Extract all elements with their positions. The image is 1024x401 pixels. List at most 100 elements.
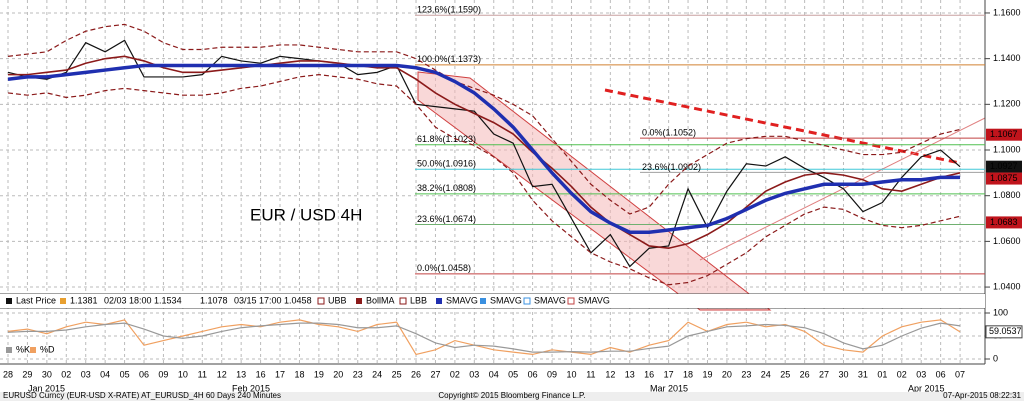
legend-bar — [0, 294, 985, 308]
fib-label: 38.2%(1.0808) — [417, 183, 476, 193]
x-tick-label: 20 — [722, 369, 732, 379]
x-tick-label: 17 — [275, 369, 285, 379]
x-tick-label: 10 — [178, 369, 188, 379]
legend-label: LBB — [410, 295, 427, 305]
x-tick-label: 16 — [644, 369, 654, 379]
x-tick-label: 04 — [489, 369, 499, 379]
x-tick-label: 19 — [314, 369, 324, 379]
trend-line — [699, 117, 986, 261]
x-tick-label: 12 — [605, 369, 615, 379]
x-tick-label: 23 — [741, 369, 751, 379]
legend-label: SMAVG — [446, 295, 478, 305]
y-tick-label: 1.1400 — [993, 53, 1021, 63]
legend-swatch — [317, 297, 325, 305]
legend-swatch — [523, 297, 531, 305]
y-tick-label: 1.1000 — [993, 144, 1021, 154]
fib-label: 23.6%(1.0674) — [417, 214, 476, 224]
x-tick-label: 05 — [120, 369, 130, 379]
legend-swatch — [399, 297, 407, 305]
x-tick-label: 13 — [625, 369, 635, 379]
y-tick-label: 1.0600 — [993, 236, 1021, 246]
x-tick-label: 29 — [22, 369, 32, 379]
channel — [417, 71, 772, 311]
x-tick-label: 25 — [392, 369, 402, 379]
x-tick-label: 30 — [42, 369, 52, 379]
month-label: Mar 2015 — [650, 383, 688, 393]
series-line — [7, 39, 961, 268]
fib-label: 23.6%(1.0902) — [642, 162, 701, 172]
series-line — [8, 55, 961, 250]
y-tick-label: 1.0400 — [993, 281, 1021, 291]
month-label: Feb 2015 — [232, 383, 270, 393]
legend-label: BollMA — [366, 295, 395, 305]
x-tick-label: 28 — [3, 369, 13, 379]
x-tick-label: 16 — [256, 369, 266, 379]
price-tag — [986, 172, 1022, 185]
legend-value: 1.1381 — [70, 295, 98, 305]
x-tick-label: 26 — [411, 369, 421, 379]
legend: Last Price 1.1381 02/03 18:00 1.1534 1.1… — [0, 294, 985, 354]
price-tag-label: 1.0683 — [990, 217, 1018, 227]
x-tick-label: 18 — [294, 369, 304, 379]
x-tick-label: 20 — [333, 369, 343, 379]
series-line — [7, 319, 961, 356]
legend-swatch — [6, 298, 12, 304]
fib-label: 0.0%(1.0458) — [417, 263, 471, 273]
legend-swatch — [356, 298, 362, 304]
x-tick-label: 06 — [528, 369, 538, 379]
legend-value: 1.1078 — [200, 295, 228, 305]
x-tick-label: 27 — [819, 369, 829, 379]
price-tag — [986, 160, 1022, 173]
fib-label: 123.6%(1.1590) — [417, 5, 481, 15]
x-tick-label: 06 — [139, 369, 149, 379]
series-line — [7, 74, 961, 286]
month-label: Apr 2015 — [908, 383, 945, 393]
price-tag — [986, 128, 1022, 141]
legend-label: UBB — [328, 295, 347, 305]
legend-swatch — [567, 297, 575, 305]
series-line — [7, 63, 961, 234]
legend-value: 02/03 18:00 1.1534 — [104, 295, 182, 305]
legend-swatch — [436, 298, 442, 304]
value-tag — [985, 325, 1023, 339]
y-tick-label: 1.0800 — [993, 190, 1021, 200]
x-tick-label: 04 — [100, 369, 110, 379]
legend-label: SMAVG — [490, 295, 522, 305]
x-tick-label: 05 — [508, 369, 518, 379]
footer-left: EURUSD Curncy (EUR-USD X-RATE) AT_EURUSD… — [3, 391, 281, 400]
y-tick-label: 0 — [993, 353, 998, 363]
x-tick-label: 06 — [936, 369, 946, 379]
x-tick-label: 02 — [61, 369, 71, 379]
legend-label: %D — [40, 344, 55, 354]
x-tick-label: 02 — [897, 369, 907, 379]
x-tick-label: 07 — [955, 369, 965, 379]
x-tick-label: 09 — [158, 369, 168, 379]
x-tick-label: 19 — [702, 369, 712, 379]
x-tick-label: 02 — [450, 369, 460, 379]
x-tick-label: 26 — [800, 369, 810, 379]
x-tick-label: 23 — [353, 369, 363, 379]
fib-label: 100.0%(1.1373) — [417, 54, 481, 64]
footer-center: Copyright© 2015 Bloomberg Finance L.P. — [438, 391, 585, 400]
price-tag-label: 1.0927 — [990, 161, 1018, 171]
legend-label: SMAVG — [578, 295, 610, 305]
x-tick-label: 01 — [877, 369, 887, 379]
series-line — [7, 23, 961, 215]
legend-swatch — [30, 347, 36, 353]
x-tick-label: 11 — [586, 369, 595, 379]
trend-line — [604, 88, 961, 165]
x-tick-label: 31 — [858, 369, 868, 379]
legend-label: %K — [16, 344, 30, 354]
footer-bar — [0, 392, 1024, 401]
value-tag-label: 59.0537 — [989, 326, 1022, 336]
legend-swatch — [6, 347, 12, 353]
x-tick-label: 18 — [683, 369, 693, 379]
x-tick-label: 12 — [217, 369, 227, 379]
x-tick-label: 10 — [566, 369, 576, 379]
fib-label: 50.0%(1.0916) — [417, 159, 476, 169]
fib-label: 0.0%(1.1052) — [642, 128, 696, 138]
x-tick-label: 25 — [780, 369, 790, 379]
